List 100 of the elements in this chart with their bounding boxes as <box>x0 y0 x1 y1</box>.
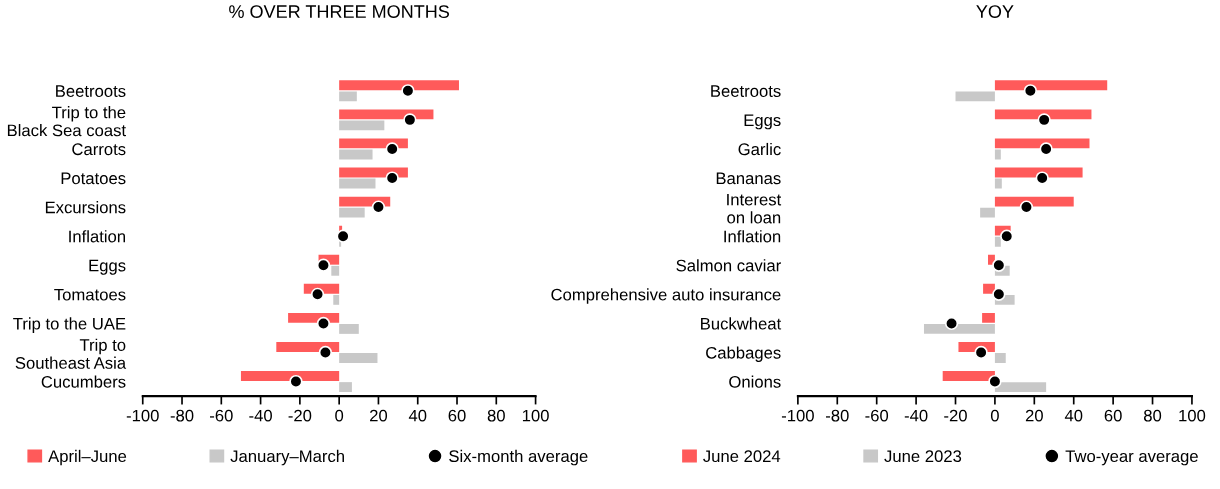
point <box>318 345 333 360</box>
point <box>1019 200 1034 214</box>
x-tick-label: -80 <box>825 409 849 422</box>
bar <box>240 371 340 381</box>
x-tick-label: -100 <box>781 409 814 422</box>
y-tick-label: Eggs <box>744 114 781 130</box>
y-tick-label: Trip to the Black Sea coast <box>7 106 126 137</box>
x-tick-label: 100 <box>522 409 549 422</box>
point <box>316 316 331 331</box>
bar <box>982 312 995 323</box>
bar <box>339 353 378 363</box>
bar <box>339 207 365 218</box>
point <box>988 374 1002 389</box>
x-tick-label: -20 <box>944 409 967 422</box>
point <box>1037 113 1051 127</box>
y-tick-label: Trip to the UAE <box>13 317 126 333</box>
point <box>992 258 1006 272</box>
bar <box>942 371 995 381</box>
point <box>1039 142 1053 156</box>
bar <box>339 382 352 393</box>
y-tick-label: Inflation <box>69 230 125 243</box>
y-tick-label: Buckwheat <box>701 317 782 330</box>
point <box>403 113 417 127</box>
bar <box>994 138 1090 149</box>
y-tick-label: Comprehensive auto insurance <box>551 288 781 304</box>
x-tick-label: -40 <box>249 409 272 422</box>
point <box>316 258 331 272</box>
x-tick-label: 20 <box>370 409 388 422</box>
bar <box>980 207 995 218</box>
x-tick-label: -60 <box>210 409 233 422</box>
y-tick-label: Bananas <box>716 172 781 185</box>
y-tick-label: Potatoes <box>61 172 126 185</box>
bar <box>339 120 385 131</box>
bar <box>994 382 1047 393</box>
x-tick-label: 80 <box>1143 409 1162 422</box>
x-tick-label: 60 <box>1104 409 1122 422</box>
legend-label: June 2024 <box>703 450 781 463</box>
bar <box>339 178 376 189</box>
x-tick-label: 60 <box>448 409 466 422</box>
legend-label: January–March <box>230 449 344 466</box>
bar <box>339 91 357 102</box>
point <box>401 84 415 98</box>
y-tick-label: Beetroots <box>56 85 126 97</box>
x-tick-label: -80 <box>170 409 194 422</box>
bar <box>994 80 1108 91</box>
bar <box>339 109 434 120</box>
point <box>974 345 988 360</box>
bar <box>983 283 995 294</box>
y-tick-label: Beetroots <box>711 85 781 97</box>
point <box>310 287 325 301</box>
legend-label: June 2023 <box>884 450 962 463</box>
y-tick-label: Salmon caviar <box>676 259 781 272</box>
point <box>371 200 386 214</box>
y-tick-label: Garlic <box>738 142 781 156</box>
x-tick-label: 80 <box>487 409 505 422</box>
point <box>336 229 350 243</box>
y-tick-label: Tomatoes <box>54 288 126 301</box>
bar <box>276 342 340 352</box>
y-tick-label: Onions <box>729 375 781 388</box>
x-tick-label: -40 <box>904 409 928 422</box>
x-tick-label: 20 <box>1025 409 1043 422</box>
point <box>289 374 303 389</box>
x-tick-label: -60 <box>865 409 889 422</box>
bar <box>331 265 340 276</box>
x-tick-label: -100 <box>126 409 159 422</box>
bar <box>339 149 373 160</box>
bar <box>339 323 359 334</box>
x-tick-label: 0 <box>990 409 999 422</box>
bar <box>955 91 995 102</box>
bar <box>994 178 1002 189</box>
chart-title: YOY <box>976 5 1014 18</box>
point <box>1035 171 1049 185</box>
x-tick-label: -20 <box>288 409 312 422</box>
legend-label: Two-year average <box>1065 450 1198 466</box>
legend-label: April–June <box>48 449 127 466</box>
bar <box>994 353 1006 363</box>
point <box>1000 229 1014 243</box>
bar <box>923 323 995 334</box>
y-tick-label: Carrots <box>72 143 126 156</box>
point <box>944 316 959 331</box>
bar <box>994 196 1074 207</box>
y-tick-label: Cucumbers <box>41 375 126 388</box>
x-tick-label: 0 <box>335 409 344 422</box>
bar <box>333 294 340 305</box>
y-tick-label: Interest on loan <box>727 193 782 224</box>
legend-label: Six-month average <box>449 449 588 466</box>
x-tick-label: 40 <box>1064 409 1083 422</box>
x-tick-label: 40 <box>408 409 427 422</box>
chart-title: % OVER THREE MONTHS <box>229 5 450 18</box>
bar <box>994 149 1001 160</box>
point <box>992 287 1006 301</box>
point <box>385 142 399 156</box>
y-tick-label: Cabbages <box>706 346 781 362</box>
bar <box>339 138 408 149</box>
y-tick-label: Excursions <box>45 201 126 214</box>
y-tick-label: Inflation <box>724 230 781 243</box>
y-tick-label: Trip to Southeast Asia <box>15 338 127 369</box>
bar <box>339 80 459 91</box>
point <box>385 171 399 185</box>
x-tick-label: 100 <box>1179 409 1206 422</box>
